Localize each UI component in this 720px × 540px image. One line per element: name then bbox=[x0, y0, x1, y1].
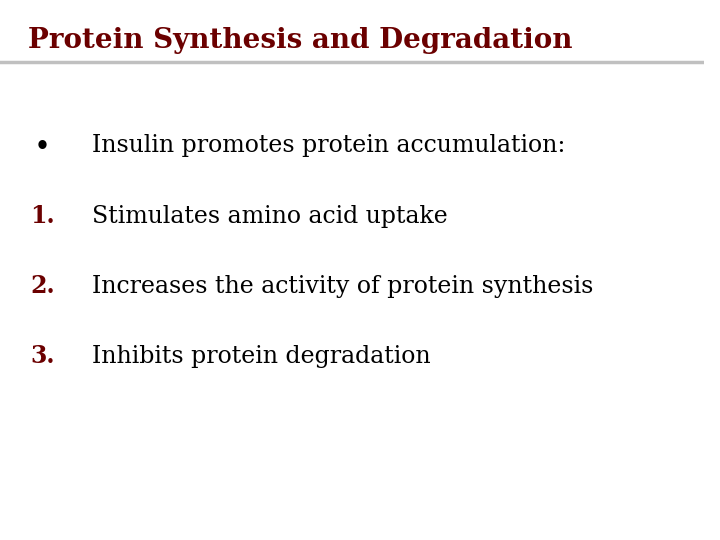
Text: 2.: 2. bbox=[30, 274, 55, 298]
Text: 3.: 3. bbox=[30, 345, 55, 368]
Text: Protein Synthesis and Degradation: Protein Synthesis and Degradation bbox=[28, 27, 572, 54]
Text: Inhibits protein degradation: Inhibits protein degradation bbox=[91, 345, 430, 368]
Text: 1.: 1. bbox=[30, 204, 55, 228]
Text: Insulin promotes protein accumulation:: Insulin promotes protein accumulation: bbox=[91, 134, 565, 157]
Text: •: • bbox=[35, 134, 50, 158]
Text: Increases the activity of protein synthesis: Increases the activity of protein synthe… bbox=[91, 275, 593, 298]
Text: Stimulates amino acid uptake: Stimulates amino acid uptake bbox=[91, 205, 447, 227]
